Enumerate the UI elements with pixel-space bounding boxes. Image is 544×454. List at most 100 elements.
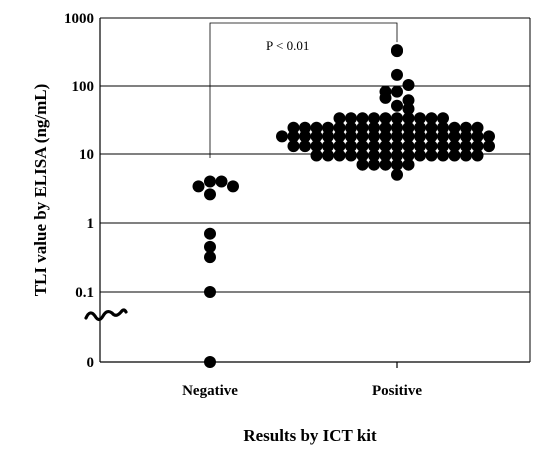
data-point-positive [287,130,300,143]
data-point-positive [448,121,461,134]
data-point-positive [368,140,380,153]
data-point-positive [437,112,449,125]
data-point-positive [299,121,311,134]
data-point-positive [299,130,311,143]
data-point-positive [333,112,346,125]
data-point-negative [204,240,216,253]
data-point-positive [287,140,300,153]
data-point-positive [402,158,415,171]
significance-bracket: P < 0.01 [209,22,398,158]
data-point-positive [333,121,346,134]
data-point-negative [204,286,216,298]
data-point-positive [402,79,415,91]
data-point-negative [227,180,239,193]
data-point-positive [333,140,346,153]
data-point-positive [379,91,392,104]
data-point-positive [356,140,369,153]
data-point-positive [437,121,449,134]
data-point-positive [379,121,392,134]
data-point-positive [379,130,392,143]
data-point-positive [471,121,484,134]
data-point-positive [368,149,380,162]
data-point-positive [448,140,461,153]
data-point-positive [391,158,403,171]
data-point-positive [437,130,449,143]
data-point-positive [391,45,403,58]
data-point-negative [192,180,205,193]
data-point-positive [287,121,300,134]
data-point-positive [414,140,426,153]
data-point-positive [448,130,461,143]
data-point-positive [379,140,392,153]
y-tick-label: 1 [87,216,95,232]
data-point-positive [425,140,438,153]
data-point-positive [460,130,472,143]
data-point-negative [204,356,216,368]
x-tick-labels: Negative Positive [182,362,422,399]
data-point-positive [299,140,311,153]
data-point-positive [391,99,403,112]
data-point-negative [215,175,228,188]
y-tick-label: 0 [87,355,95,371]
data-point-positive [414,121,426,134]
data-point-positive [402,149,415,162]
data-point-positive [391,112,403,125]
data-point-positive [368,130,380,143]
x-tick-label: Positive [372,383,422,399]
data-points [192,44,495,368]
data-point-positive [402,102,415,115]
data-point-positive [391,168,403,181]
data-point-positive [368,121,380,134]
data-point-positive [391,85,403,98]
data-point-positive [310,130,323,143]
data-point-negative [204,227,216,240]
p-value-label: P < 0.01 [266,38,309,53]
data-point-positive [471,130,484,143]
data-point-positive [414,112,426,125]
data-point-positive [310,140,323,153]
data-point-positive [368,158,380,171]
data-point-positive [425,112,438,125]
data-point-positive [460,149,472,162]
bracket-line [209,22,398,158]
data-point-positive [379,112,392,125]
data-point-positive [460,121,472,134]
data-point-negative [204,175,216,188]
data-point-positive [437,149,449,162]
data-point-positive [356,158,369,171]
data-point-positive [460,140,472,153]
data-point-positive [345,130,357,143]
data-point-positive [414,130,426,143]
data-point-positive [345,121,357,134]
axes [84,18,531,363]
data-point-positive [483,140,495,153]
y-axis-title: TLI value by ELISA (ng/mL) [31,84,50,297]
data-point-positive [414,149,426,162]
data-point-positive [368,112,380,125]
data-point-positive [356,149,369,162]
data-point-positive [402,112,415,125]
data-point-positive [471,149,484,162]
data-point-positive [448,149,461,162]
data-point-positive [322,149,334,162]
data-point-positive [322,121,334,134]
y-tick-label: 0.1 [75,285,94,301]
data-point-positive [379,149,392,162]
data-point-positive [402,121,415,134]
data-point-positive [356,121,369,134]
x-tick-label: Negative [182,383,238,399]
data-point-positive [322,130,334,143]
data-point-positive [333,149,346,162]
data-point-positive [471,140,484,153]
data-point-positive [345,140,357,153]
axis-break-icon [84,308,128,322]
data-point-positive [322,140,334,153]
data-point-positive [437,140,449,153]
y-tick-label: 10 [79,147,94,163]
data-point-positive [402,130,415,143]
data-point-positive [379,158,392,171]
data-point-positive [345,112,357,125]
data-point-positive [391,68,403,81]
